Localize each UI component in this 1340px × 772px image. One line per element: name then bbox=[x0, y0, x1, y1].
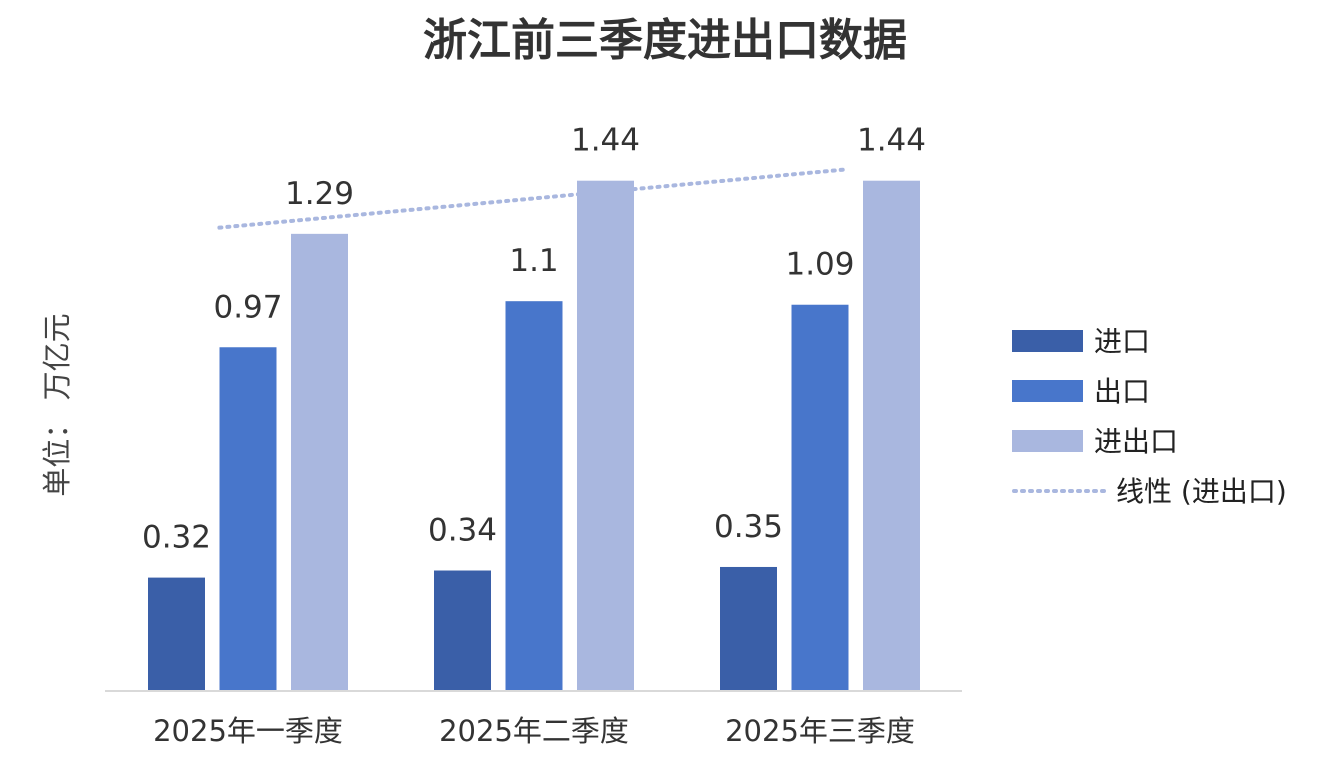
data-label-进出口-2025年一季度: 1.29 bbox=[285, 176, 354, 212]
x-tick-label: 2025年三季度 bbox=[725, 714, 915, 748]
trendline-layer bbox=[217, 167, 851, 230]
data-label-进出口-2025年三季度: 1.44 bbox=[857, 123, 926, 159]
y-axis-label: 单位： 万亿元 bbox=[40, 313, 74, 496]
bar-进口-2025年一季度 bbox=[148, 577, 205, 691]
legend-label-trendline: 线性 (进出口) bbox=[1116, 475, 1287, 508]
x-tick-label: 2025年二季度 bbox=[439, 714, 629, 748]
legend-swatch-进出口 bbox=[1012, 430, 1083, 452]
bar-进口-2025年二季度 bbox=[434, 570, 491, 691]
x-tick-label: 2025年一季度 bbox=[153, 714, 343, 748]
legend-swatch-进口 bbox=[1012, 330, 1083, 352]
bar-出口-2025年二季度 bbox=[505, 301, 563, 691]
legend-label-进口: 进口 bbox=[1094, 325, 1150, 358]
data-label-进口-2025年二季度: 0.34 bbox=[428, 513, 497, 549]
legend-label-出口: 出口 bbox=[1094, 375, 1150, 408]
bar-出口-2025年三季度 bbox=[791, 304, 849, 691]
data-labels-layer: 0.32 0.97 1.29 0.34 1.1 1.44 0.35 1.09 1.44 bbox=[142, 123, 926, 556]
chart-title: 浙江前三季度进出口数据 bbox=[423, 15, 907, 66]
legend-label-进出口: 进出口 bbox=[1094, 425, 1178, 458]
data-label-进口-2025年一季度: 0.32 bbox=[142, 520, 211, 556]
bar-进出口-2025年二季度 bbox=[577, 180, 634, 691]
bar-进出口-2025年一季度 bbox=[291, 233, 348, 691]
data-label-出口-2025年三季度: 1.09 bbox=[785, 247, 854, 283]
legend-swatch-出口 bbox=[1012, 380, 1083, 402]
data-label-进口-2025年三季度: 0.35 bbox=[714, 509, 783, 545]
trendline bbox=[217, 167, 851, 230]
data-label-进出口-2025年二季度: 1.44 bbox=[571, 123, 640, 159]
bar-进口-2025年三季度 bbox=[720, 566, 777, 691]
bars-layer bbox=[148, 180, 920, 691]
data-label-出口-2025年一季度: 0.97 bbox=[213, 289, 282, 325]
data-label-出口-2025年二季度: 1.1 bbox=[509, 243, 558, 279]
bar-出口-2025年一季度 bbox=[219, 347, 277, 691]
bar-进出口-2025年三季度 bbox=[863, 180, 920, 691]
x-tick-labels: 2025年一季度 2025年二季度 2025年三季度 bbox=[153, 714, 915, 748]
